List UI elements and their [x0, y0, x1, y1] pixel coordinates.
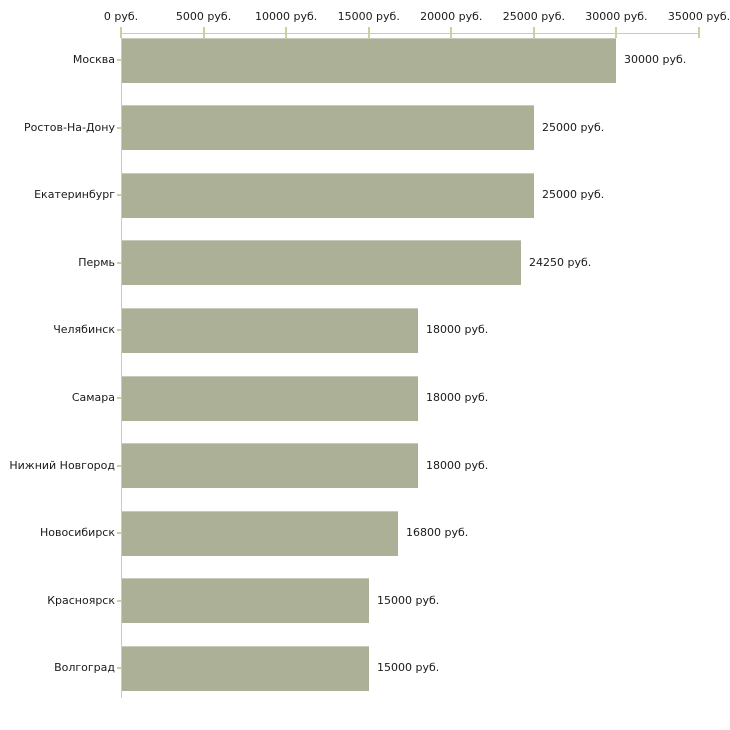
category-label: Новосибирск [39, 526, 115, 540]
x-axis-tick-mark [532, 27, 535, 38]
category-label: Ростов-На-Дону [23, 120, 115, 134]
x-axis-tick-mark [450, 27, 453, 38]
x-axis-tick-label: 30000 руб. [585, 10, 648, 23]
x-axis-tick-label: 15000 руб. [337, 10, 400, 23]
value-label: 16800 руб. [406, 526, 469, 540]
category-label: Пермь [78, 255, 115, 269]
category-label: Москва [72, 53, 115, 66]
value-label: 30000 руб. [624, 53, 687, 66]
x-axis-tick-mark [202, 27, 205, 38]
category-label: Нижний Новгород [9, 458, 115, 472]
y-axis-tick-mark [117, 126, 122, 129]
x-axis-tick-label: 35000 руб. [667, 10, 730, 23]
bar [122, 38, 616, 83]
value-label: 24250 руб. [529, 255, 592, 269]
value-label: 18000 руб. [426, 458, 489, 472]
y-axis-tick-mark [117, 329, 122, 332]
x-axis-tick-label: 5000 руб. [175, 10, 232, 23]
x-axis-tick-mark [285, 27, 288, 38]
x-axis-tick-mark [698, 27, 700, 38]
value-label: 25000 руб. [542, 188, 605, 202]
bar [122, 173, 534, 218]
value-label: 18000 руб. [426, 391, 489, 404]
bar [122, 646, 369, 691]
category-label: Волгоград [54, 661, 115, 675]
y-axis-tick-mark [117, 532, 122, 535]
y-axis-tick-mark [117, 397, 122, 399]
bar [122, 105, 534, 150]
category-label: Самара [71, 391, 115, 404]
x-axis-tick-mark [615, 27, 618, 38]
x-axis-tick-label: 0 руб. [103, 10, 139, 23]
y-axis-tick-mark [117, 464, 122, 467]
value-label: 15000 руб. [377, 661, 440, 675]
bar [122, 376, 418, 421]
y-axis-tick-mark [117, 599, 122, 602]
bar [122, 308, 418, 353]
y-axis-tick-mark [117, 59, 122, 61]
bar [122, 443, 418, 488]
y-axis-tick-mark [117, 261, 122, 264]
x-axis-tick-label: 10000 руб. [255, 10, 318, 23]
y-axis-tick-mark [117, 194, 122, 197]
value-label: 25000 руб. [542, 120, 605, 134]
bar [122, 578, 369, 623]
y-axis-tick-mark [117, 667, 122, 670]
value-label: 15000 руб. [377, 593, 440, 607]
category-label: Челябинск [53, 323, 115, 337]
x-axis-tick-label: 20000 руб. [420, 10, 483, 23]
x-axis-tick-mark [120, 27, 122, 38]
category-label: Красноярск [47, 593, 115, 607]
x-axis-tick-mark [367, 27, 370, 38]
bar [122, 511, 398, 556]
category-label: Екатеринбург [34, 188, 115, 202]
x-axis-tick-label: 25000 руб. [502, 10, 565, 23]
plot-area [121, 33, 700, 698]
bar [122, 240, 521, 285]
value-label: 18000 руб. [426, 323, 489, 337]
